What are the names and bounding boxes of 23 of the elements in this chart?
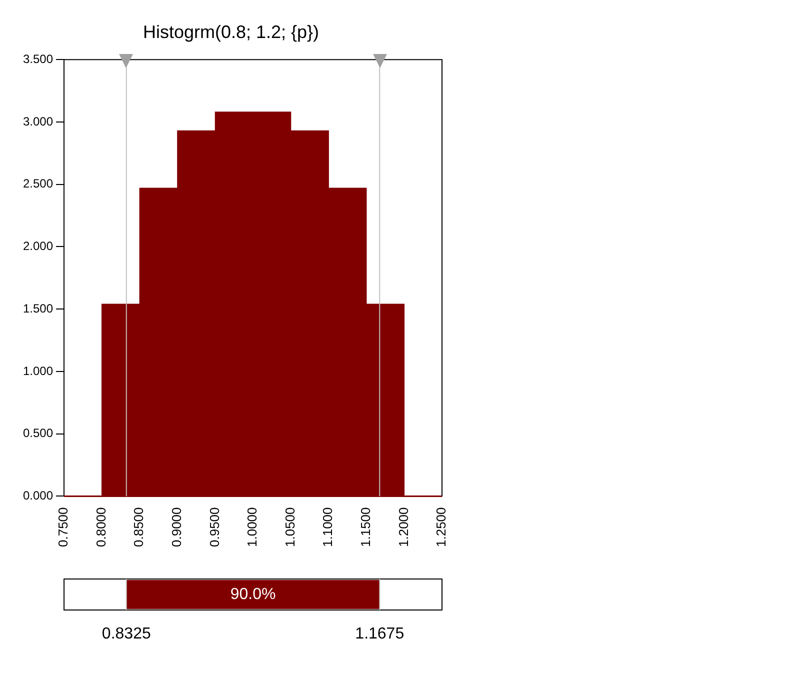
x-tick-label: 1.0000 <box>244 507 260 548</box>
x-tick-label: 1.1000 <box>320 507 336 548</box>
y-tick-label: 0.000 <box>23 488 54 503</box>
y-tick-label: 0.500 <box>23 426 54 440</box>
y-tick-label: 2.500 <box>23 176 54 191</box>
text: 0.8325 <box>102 625 151 642</box>
text: 1.1675 <box>355 625 404 642</box>
y-tick-label: 3.500 <box>23 52 54 66</box>
x-tick-label: 0.7500 <box>56 507 71 548</box>
y-tick-label: 1.000 <box>23 364 54 378</box>
x-tick-label: 0.9000 <box>169 507 184 548</box>
x-tick-label: 0.9500 <box>206 507 222 548</box>
chart-title: Histogrm(0.8; 1.2; {p}) <box>142 22 320 42</box>
y-tick-label: 1.500 <box>23 301 54 316</box>
x-tick-label: 1.2000 <box>396 507 411 548</box>
x-tick-label: 0.8500 <box>131 507 146 548</box>
y-tick-label: 3.000 <box>23 114 54 128</box>
x-tick-label: 1.0500 <box>282 507 298 548</box>
x-tick-label: 1.2500 <box>434 507 449 548</box>
text: 90.0% <box>230 586 276 603</box>
x-tick-label: 0.8000 <box>93 507 108 548</box>
y-tick-label: 2.000 <box>23 239 54 254</box>
x-tick-label: 1.1500 <box>358 507 373 548</box>
